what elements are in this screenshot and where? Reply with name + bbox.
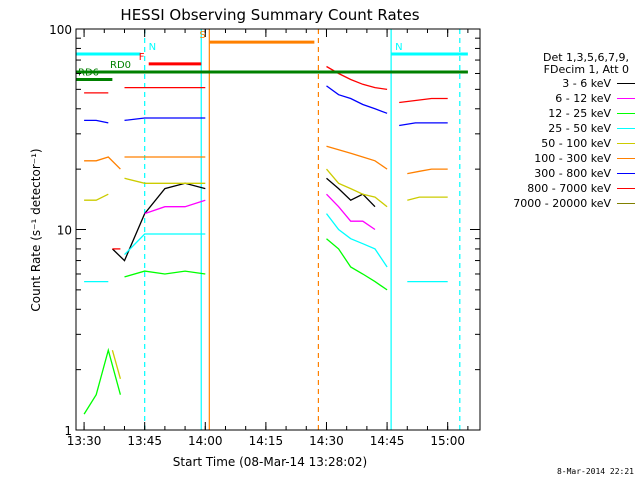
x-tick-label: 15:00 [430,434,465,448]
x-tick-label: 14:45 [370,434,405,448]
series-line [124,270,206,278]
series-line [326,145,388,170]
series-line [124,177,206,184]
series-line [83,347,122,415]
x-tick-label: 13:30 [67,434,102,448]
legend-entry: 800 - 7000 keV [470,181,635,196]
plot-frame [75,28,481,431]
x-tick-label: 14:00 [188,434,223,448]
legend-entry-label: 7000 - 20000 keV [513,197,611,210]
y-tick-label: 100 [49,23,72,37]
x-axis-label: Start Time (08-Mar-14 13:28:02) [173,455,367,469]
legend-entry: 7000 - 20000 keV [470,196,635,211]
chart-title: HESSI Observing Summary Count Rates [120,6,419,24]
axes-layer: 13:30 13:45 14:00 14:15 14:30 14:45 15:00 1 10 10… [49,23,481,448]
legend-swatch [617,113,635,114]
legend-swatch [617,158,635,159]
legend-header: Det 1,3,5,6,7,9, FDecim 1, Att 0 [470,52,635,76]
series-line [124,117,206,122]
series-line [399,122,448,127]
series-line [326,65,388,91]
series-line [407,196,448,201]
series-line [84,156,121,170]
legend-entry: 6 - 12 keV [470,91,635,106]
legend-entry-label: 800 - 7000 keV [527,182,611,195]
legend-entry: 3 - 6 keV [470,76,635,91]
legend-header-line: Det 1,3,5,6,7,9, [542,51,629,64]
annotation-label: N [395,42,402,53]
annotation-label: S [199,30,205,41]
legend-entry-label: 25 - 50 keV [548,122,611,135]
legend-entry-label: 6 - 12 keV [555,92,611,105]
legend-entry: 300 - 800 keV [470,166,635,181]
annotation-label: F [139,52,145,63]
legend-header-line: FDecim 1, Att 0 [543,63,629,76]
y-axis-label: Count Rate (s⁻¹ detector⁻¹) [29,148,43,311]
series-line [84,193,109,201]
x-tick-label: 14:15 [249,434,284,448]
x-tick-label: 13:45 [127,434,162,448]
series-line [84,119,109,124]
series-line [111,350,122,379]
legend-entry: 12 - 25 keV [470,106,635,121]
legend-entry: 25 - 50 keV [470,121,635,136]
series-line [326,177,376,208]
series-line [326,168,388,208]
annotation-label: RD0 [110,60,131,71]
legend-swatch [617,128,635,129]
y-tick-label: 10 [57,224,72,238]
legend-entry: 50 - 100 keV [470,136,635,151]
generation-timestamp: 8-Mar-2014 22:21 [556,467,634,476]
series-line [399,97,448,104]
y-tick-label: 1 [64,424,72,438]
legend-entry-label: 50 - 100 keV [541,137,611,150]
legend-swatch [617,83,635,84]
legend-swatch [617,173,635,174]
series-line [326,85,388,114]
series-line [326,193,376,231]
series-line [326,238,388,291]
legend-entry-label: 300 - 800 keV [534,167,611,180]
annotation-label: N [149,42,156,53]
legend-swatch [617,143,635,144]
series-line [144,199,206,215]
legend-entry-label: 3 - 6 keV [562,77,611,90]
legend-entry-label: 100 - 300 keV [534,152,611,165]
legend-entries: 3 - 6 keV 6 - 12 keV 12 - 25 keV 25 - 50 ke… [470,76,635,211]
series-line [325,213,388,268]
series-layer: RD6RD0NNFS [76,29,468,430]
legend: Det 1,3,5,6,7,9, FDecim 1, Att 0 3 - 6 ke… [470,52,635,211]
legend-entry: 100 - 300 keV [470,151,635,166]
series-line [111,182,206,262]
legend-entry-label: 12 - 25 keV [548,107,611,120]
legend-swatch [617,188,635,189]
legend-swatch [617,98,635,99]
x-tick-label: 14:30 [309,434,344,448]
series-line [407,168,448,175]
series-line [124,233,206,256]
legend-swatch [617,203,635,204]
